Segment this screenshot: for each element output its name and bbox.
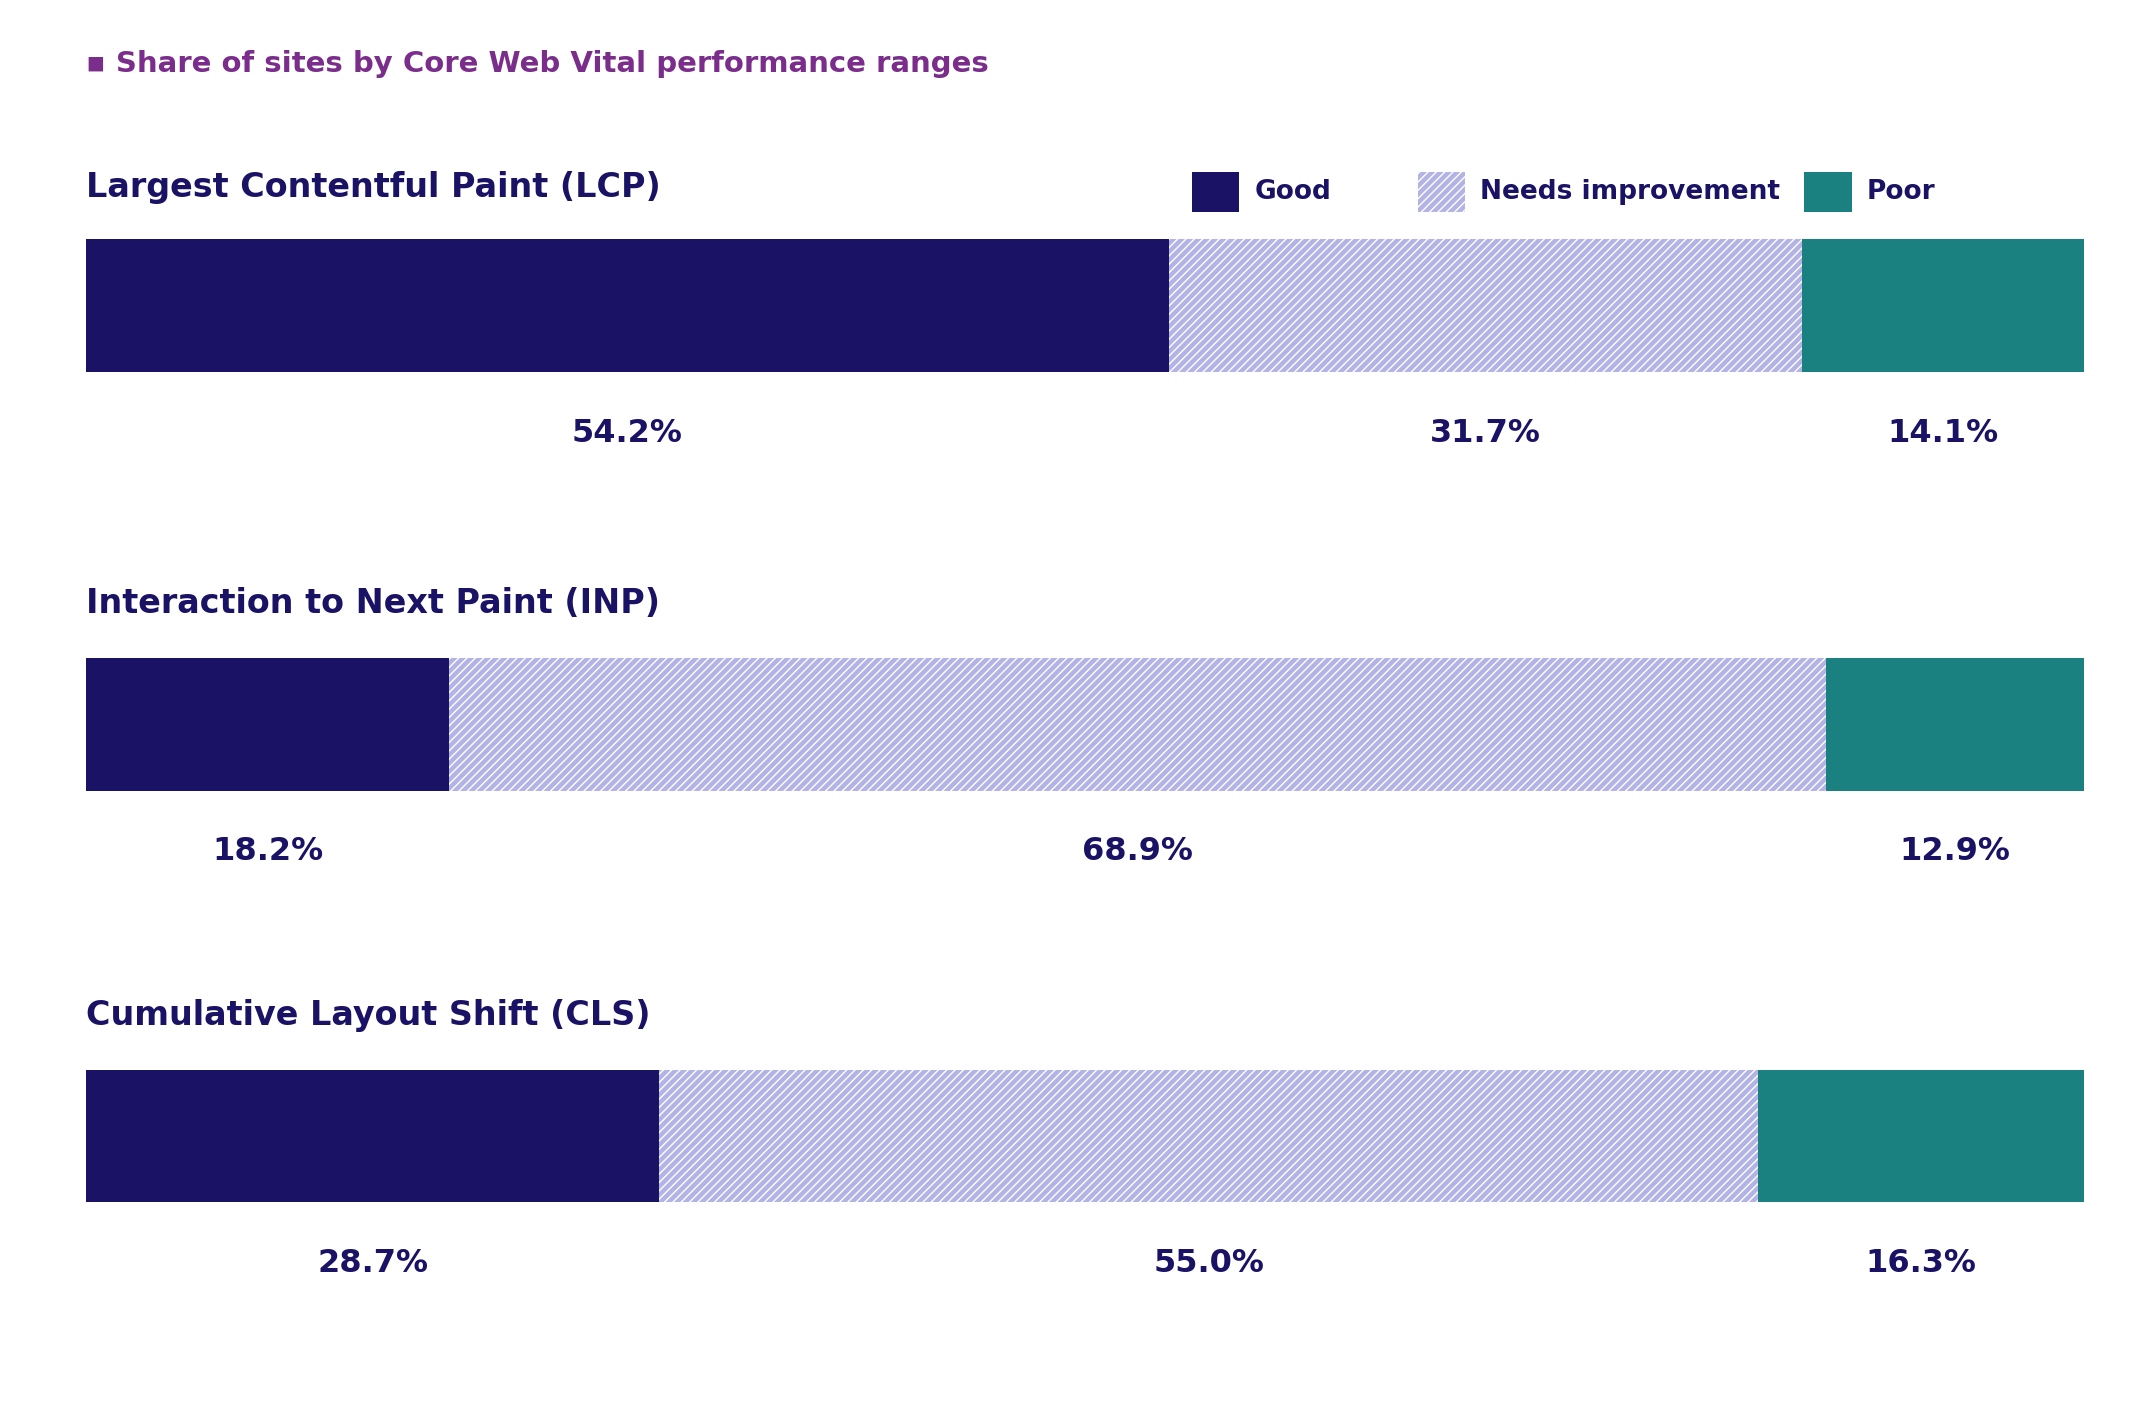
Text: Cumulative Layout Shift (CLS): Cumulative Layout Shift (CLS) (86, 998, 651, 1032)
Bar (1169, 239, 1802, 372)
Text: 16.3%: 16.3% (1864, 1248, 1976, 1279)
Text: 18.2%: 18.2% (213, 836, 322, 868)
Text: Interaction to Next Paint (INP): Interaction to Next Paint (INP) (86, 586, 659, 621)
Bar (1757, 1069, 2084, 1203)
Text: 54.2%: 54.2% (571, 417, 683, 449)
Bar (86, 239, 1169, 372)
Bar (86, 657, 449, 791)
Bar (659, 1069, 1757, 1203)
Text: 28.7%: 28.7% (318, 1248, 427, 1279)
Text: Poor: Poor (1867, 179, 1935, 204)
Bar (86, 1069, 659, 1203)
Bar (1802, 239, 2084, 372)
Text: 12.9%: 12.9% (1899, 836, 2011, 868)
Text: Needs improvement: Needs improvement (1480, 179, 1781, 204)
Text: Good: Good (1254, 179, 1332, 204)
Text: 55.0%: 55.0% (1153, 1248, 1263, 1279)
Text: 31.7%: 31.7% (1431, 417, 1540, 449)
Bar (449, 657, 1826, 791)
Bar (1826, 657, 2084, 791)
Text: 14.1%: 14.1% (1888, 417, 1998, 449)
Text: 68.9%: 68.9% (1083, 836, 1192, 868)
Text: Largest Contentful Paint (LCP): Largest Contentful Paint (LCP) (86, 170, 662, 204)
Text: ▪ Share of sites by Core Web Vital performance ranges: ▪ Share of sites by Core Web Vital perfo… (86, 50, 988, 78)
